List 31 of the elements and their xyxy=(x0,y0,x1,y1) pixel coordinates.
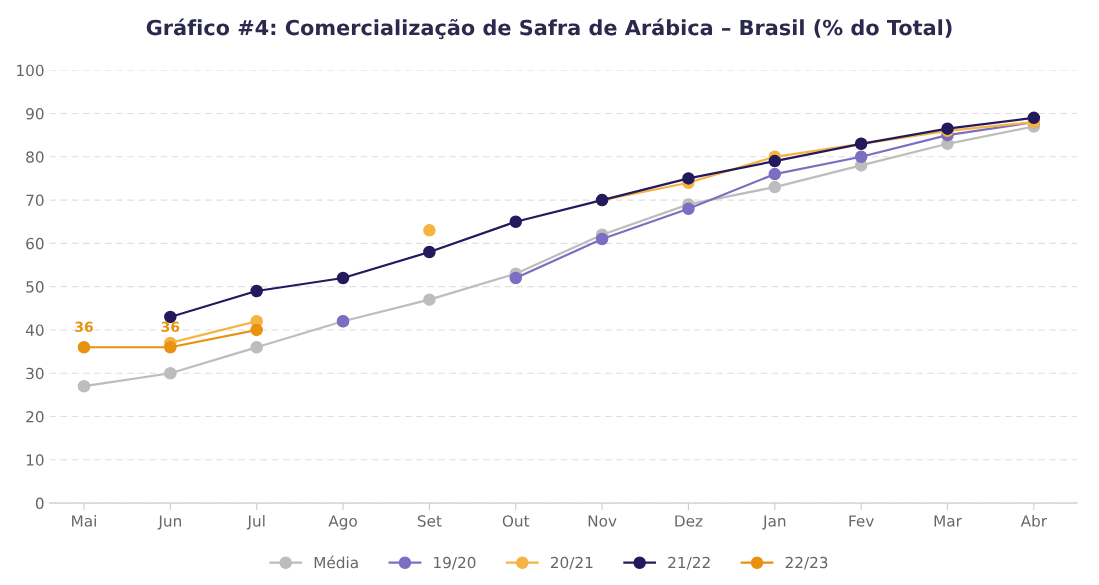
y-tick-label: 80 xyxy=(26,151,44,163)
x-tick-label: Mar xyxy=(934,515,962,527)
y-tick-label: 70 xyxy=(26,194,44,207)
x-tick-label: Mai xyxy=(72,514,96,527)
y-tick-label: 10 xyxy=(26,454,44,466)
legend-label: 21/22 xyxy=(668,556,710,570)
y-tick-label: 30 xyxy=(26,367,44,380)
x-tick-label: Abr xyxy=(1020,514,1048,527)
x-tick-label: Dez xyxy=(675,515,703,527)
legend-label: Média xyxy=(314,555,358,569)
x-tick-label: Jul xyxy=(246,514,265,530)
legend-label: 20/21 xyxy=(550,556,593,570)
y-tick-label: 40 xyxy=(25,324,44,336)
x-tick-label: Jun xyxy=(157,515,181,530)
x-tick-label: Out xyxy=(502,515,530,527)
y-tick-label: 100 xyxy=(17,64,44,77)
chart-title: Gráfico #4: Comercialização de Safra de Arábica – Brasil (% do Total) xyxy=(146,18,952,40)
legend-label: 22/23 xyxy=(785,556,828,570)
x-tick-label: Ago xyxy=(328,515,357,530)
legend-label: 19/20 xyxy=(434,556,476,570)
y-tick-label: 60 xyxy=(26,237,44,250)
y-tick-label: 0 xyxy=(35,497,44,510)
y-tick-label: 90 xyxy=(26,107,44,120)
y-tick-label: 20 xyxy=(26,410,44,423)
x-tick-label: Jan xyxy=(762,515,786,530)
data-label: 36 xyxy=(161,321,180,333)
x-tick-label: Set xyxy=(417,515,442,527)
data-label: 36 xyxy=(75,321,93,333)
x-tick-label: Fev xyxy=(849,515,874,527)
x-tick-label: Nov xyxy=(588,515,617,527)
y-tick-label: 50 xyxy=(26,281,44,293)
